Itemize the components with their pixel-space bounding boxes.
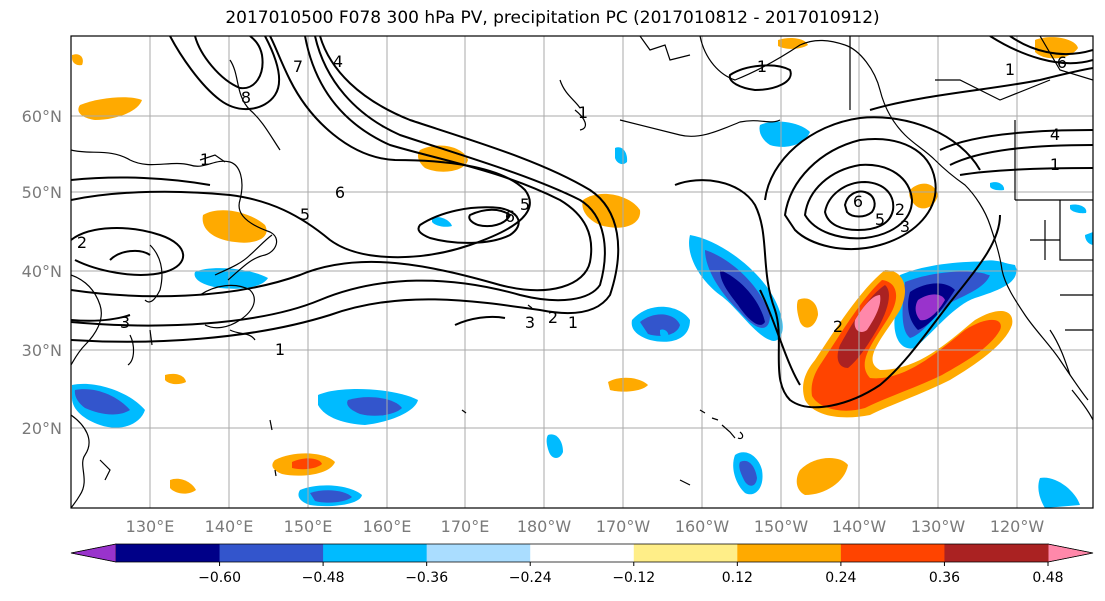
lon-label: 170°W [596, 517, 651, 536]
contour-label: 1 [757, 57, 767, 76]
lon-label: 180°W [517, 517, 572, 536]
contour-label: 8 [241, 88, 251, 107]
lat-label: 50°N [22, 183, 62, 202]
colorbar-tick-label: −0.60 [198, 570, 241, 586]
contour-labels: 8 7 4 1 1 6 5 3 2 1 1 3 2 1 6 5 6 4 1 2 … [77, 52, 1067, 359]
contour-label: 6 [1057, 53, 1067, 72]
lon-label: 140°E [205, 517, 254, 536]
colorbar-cell [633, 544, 738, 562]
colorbar-cell [323, 544, 428, 562]
contour-label: 1 [200, 150, 210, 169]
contour-label: 1 [568, 313, 578, 332]
contour-label: 1 [1050, 155, 1060, 174]
lon-axis: 130°E 140°E 150°E 160°E 170°E 180°W 170°… [126, 517, 1045, 536]
colorbar-tick-label: −0.48 [302, 570, 345, 586]
colorbar-tick-label: 0.12 [722, 570, 753, 586]
colorbar-cell [737, 544, 842, 562]
colorbar-cell [116, 544, 221, 562]
pv-contours [71, 36, 1093, 409]
colorbar [70, 543, 1094, 563]
contour-label: 2 [833, 317, 843, 336]
lat-axis: 60°N 50°N 40°N 30°N 20°N [22, 107, 62, 438]
contour-label: 2 [548, 308, 558, 327]
colorbar-cell [944, 544, 1049, 562]
lon-label: 160°E [363, 517, 412, 536]
colorbar-extend-max [1047, 543, 1094, 563]
lon-label: 120°W [990, 517, 1045, 536]
colorbar-ticks: −0.60 −0.48 −0.36 −0.24 −0.12 0.12 0.24 0.36 0.4… [198, 562, 1064, 586]
contour-label: 3 [120, 313, 130, 332]
lat-label: 40°N [22, 262, 62, 281]
colorbar-cell [219, 544, 324, 562]
colorbar-tick-label: 0.48 [1032, 570, 1063, 586]
lon-label: 160°W [675, 517, 730, 536]
lon-label: 150°W [754, 517, 809, 536]
contour-label: 6 [335, 183, 345, 202]
colorbar-outline [70, 543, 1094, 563]
lon-label: 130°E [126, 517, 175, 536]
colorbar-cell [530, 544, 635, 562]
lon-label: 130°W [911, 517, 966, 536]
contour-label: 4 [333, 52, 343, 71]
contour-label: 1 [578, 103, 588, 122]
contour-label: 4 [1050, 125, 1060, 144]
colorbar-tick-label: 0.24 [825, 570, 856, 586]
contour-label: 2 [77, 233, 87, 252]
contour-label: 7 [293, 57, 303, 76]
lat-label: 20°N [22, 419, 62, 438]
contour-label: 2 [895, 200, 905, 219]
colorbar-tick-label: −0.36 [405, 570, 448, 586]
lon-label: 150°E [284, 517, 333, 536]
lat-label: 60°N [22, 107, 62, 126]
contour-label: 1 [1005, 60, 1015, 79]
colorbar-extend-min [70, 543, 117, 563]
colorbar-tick-label: 0.36 [929, 570, 960, 586]
coastlines [71, 36, 1093, 508]
colorbar-tick-label: −0.24 [509, 570, 552, 586]
map-frame [70, 35, 1094, 509]
contour-label: 5 [875, 210, 885, 229]
contour-label: 5 [520, 195, 530, 214]
contour-label: 5 [300, 205, 310, 224]
contour-label: 6 [505, 207, 515, 226]
contour-label: 3 [900, 217, 910, 236]
contour-label: 3 [525, 313, 535, 332]
colorbar-tick-label: −0.12 [612, 570, 655, 586]
colorbar-cell [426, 544, 531, 562]
lat-label: 30°N [22, 341, 62, 360]
contour-label: 1 [275, 340, 285, 359]
lon-label: 170°E [441, 517, 490, 536]
map-panel: 8 7 4 1 1 6 5 3 2 1 1 3 2 1 6 5 6 4 1 2 … [71, 36, 1093, 508]
lon-label: 140°W [832, 517, 887, 536]
map-title: 2017010500 F078 300 hPa PV, precipitatio… [225, 8, 880, 28]
colorbar-cell [840, 544, 945, 562]
contour-label: 6 [853, 192, 863, 211]
